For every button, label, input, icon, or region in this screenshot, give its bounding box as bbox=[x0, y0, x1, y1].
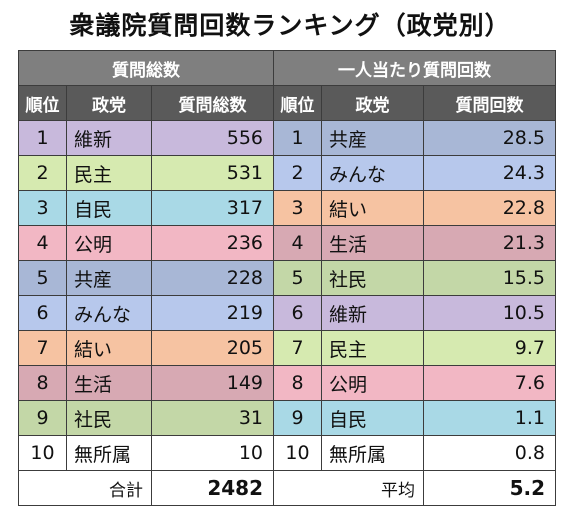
party-cell-right: みんな bbox=[321, 155, 424, 191]
table-row: 1 維新 556 1 共産 28.5 bbox=[18, 120, 556, 156]
value-cell-right: 7.6 bbox=[423, 365, 556, 401]
group-header-row: 質問総数 一人当たり質問回数 bbox=[18, 50, 556, 86]
average-label: 平均 bbox=[273, 470, 424, 506]
average-value: 5.2 bbox=[423, 470, 556, 506]
rank-cell-right: 4 bbox=[273, 225, 322, 261]
party-cell-left: 無所属 bbox=[66, 435, 152, 471]
header-party-left: 政党 bbox=[66, 85, 152, 121]
value-cell-right: 9.7 bbox=[423, 330, 556, 366]
value-cell-right: 28.5 bbox=[423, 120, 556, 156]
value-cell-right: 1.1 bbox=[423, 400, 556, 436]
rank-cell-left: 3 bbox=[18, 190, 67, 226]
header-questions-per-member: 質問回数 bbox=[423, 85, 556, 121]
rank-cell-left: 5 bbox=[18, 260, 67, 296]
party-cell-right: 共産 bbox=[321, 120, 424, 156]
party-cell-right: 民主 bbox=[321, 330, 424, 366]
rank-cell-right: 6 bbox=[273, 295, 322, 331]
value-cell-right: 10.5 bbox=[423, 295, 556, 331]
table-row: 9 社民 31 9 自民 1.1 bbox=[18, 400, 556, 436]
value-cell-right: 0.8 bbox=[423, 435, 556, 471]
party-cell-left: 結い bbox=[66, 330, 152, 366]
party-cell-right: 生活 bbox=[321, 225, 424, 261]
value-cell-right: 21.3 bbox=[423, 225, 556, 261]
value-cell-left: 10 bbox=[151, 435, 274, 471]
footer-row: 合計 2482 平均 5.2 bbox=[18, 470, 556, 506]
rank-cell-left: 2 bbox=[18, 155, 67, 191]
header-rank-right: 順位 bbox=[273, 85, 322, 121]
rank-cell-left: 7 bbox=[18, 330, 67, 366]
table-row: 3 自民 317 3 結い 22.8 bbox=[18, 190, 556, 226]
party-cell-right: 自民 bbox=[321, 400, 424, 436]
table-row: 10 無所属 10 10 無所属 0.8 bbox=[18, 435, 556, 471]
value-cell-left: 236 bbox=[151, 225, 274, 261]
table-row: 5 共産 228 5 社民 15.5 bbox=[18, 260, 556, 296]
total-label: 合計 bbox=[18, 470, 152, 506]
party-cell-right: 無所属 bbox=[321, 435, 424, 471]
value-cell-right: 24.3 bbox=[423, 155, 556, 191]
party-cell-left: 自民 bbox=[66, 190, 152, 226]
rank-cell-right: 5 bbox=[273, 260, 322, 296]
header-total-questions: 質問総数 bbox=[151, 85, 274, 121]
party-cell-left: 維新 bbox=[66, 120, 152, 156]
rank-cell-right: 8 bbox=[273, 365, 322, 401]
rank-cell-right: 7 bbox=[273, 330, 322, 366]
value-cell-left: 149 bbox=[151, 365, 274, 401]
rank-cell-left: 10 bbox=[18, 435, 67, 471]
chart-title: 衆議院質問回数ランキング（政党別） bbox=[69, 11, 511, 40]
value-cell-left: 219 bbox=[151, 295, 274, 331]
party-cell-right: 結い bbox=[321, 190, 424, 226]
rank-cell-left: 8 bbox=[18, 365, 67, 401]
value-cell-left: 31 bbox=[151, 400, 274, 436]
value-cell-left: 228 bbox=[151, 260, 274, 296]
group-header-per-member: 一人当たり質問回数 bbox=[273, 50, 556, 86]
rank-cell-left: 4 bbox=[18, 225, 67, 261]
value-cell-left: 205 bbox=[151, 330, 274, 366]
value-cell-left: 531 bbox=[151, 155, 274, 191]
table-row: 7 結い 205 7 民主 9.7 bbox=[18, 330, 556, 366]
total-value: 2482 bbox=[151, 470, 274, 506]
header-party-right: 政党 bbox=[321, 85, 424, 121]
rank-cell-right: 1 bbox=[273, 120, 322, 156]
table-row: 2 民主 531 2 みんな 24.3 bbox=[18, 155, 556, 191]
party-cell-left: 民主 bbox=[66, 155, 152, 191]
party-cell-left: 公明 bbox=[66, 225, 152, 261]
rank-cell-right: 2 bbox=[273, 155, 322, 191]
table-row: 6 みんな 219 6 維新 10.5 bbox=[18, 295, 556, 331]
rank-cell-right: 10 bbox=[273, 435, 322, 471]
value-cell-left: 317 bbox=[151, 190, 274, 226]
rank-cell-right: 9 bbox=[273, 400, 322, 436]
party-cell-left: 共産 bbox=[66, 260, 152, 296]
header-rank-left: 順位 bbox=[18, 85, 67, 121]
value-cell-right: 15.5 bbox=[423, 260, 556, 296]
table-row: 4 公明 236 4 生活 21.3 bbox=[18, 225, 556, 261]
party-cell-right: 維新 bbox=[321, 295, 424, 331]
party-cell-right: 社民 bbox=[321, 260, 424, 296]
party-cell-right: 公明 bbox=[321, 365, 424, 401]
table-row: 8 生活 149 8 公明 7.6 bbox=[18, 365, 556, 401]
rank-cell-left: 1 bbox=[18, 120, 67, 156]
ranking-table: 質問総数 一人当たり質問回数 順位 政党 質問総数 順位 政党 質問回数 1 維新… bbox=[18, 50, 556, 506]
group-header-total: 質問総数 bbox=[18, 50, 274, 86]
rank-cell-right: 3 bbox=[273, 190, 322, 226]
value-cell-right: 22.8 bbox=[423, 190, 556, 226]
rank-cell-left: 9 bbox=[18, 400, 67, 436]
party-cell-left: 社民 bbox=[66, 400, 152, 436]
value-cell-left: 556 bbox=[151, 120, 274, 156]
party-cell-left: みんな bbox=[66, 295, 152, 331]
party-cell-left: 生活 bbox=[66, 365, 152, 401]
rank-cell-left: 6 bbox=[18, 295, 67, 331]
column-header-row: 順位 政党 質問総数 順位 政党 質問回数 bbox=[18, 85, 556, 121]
